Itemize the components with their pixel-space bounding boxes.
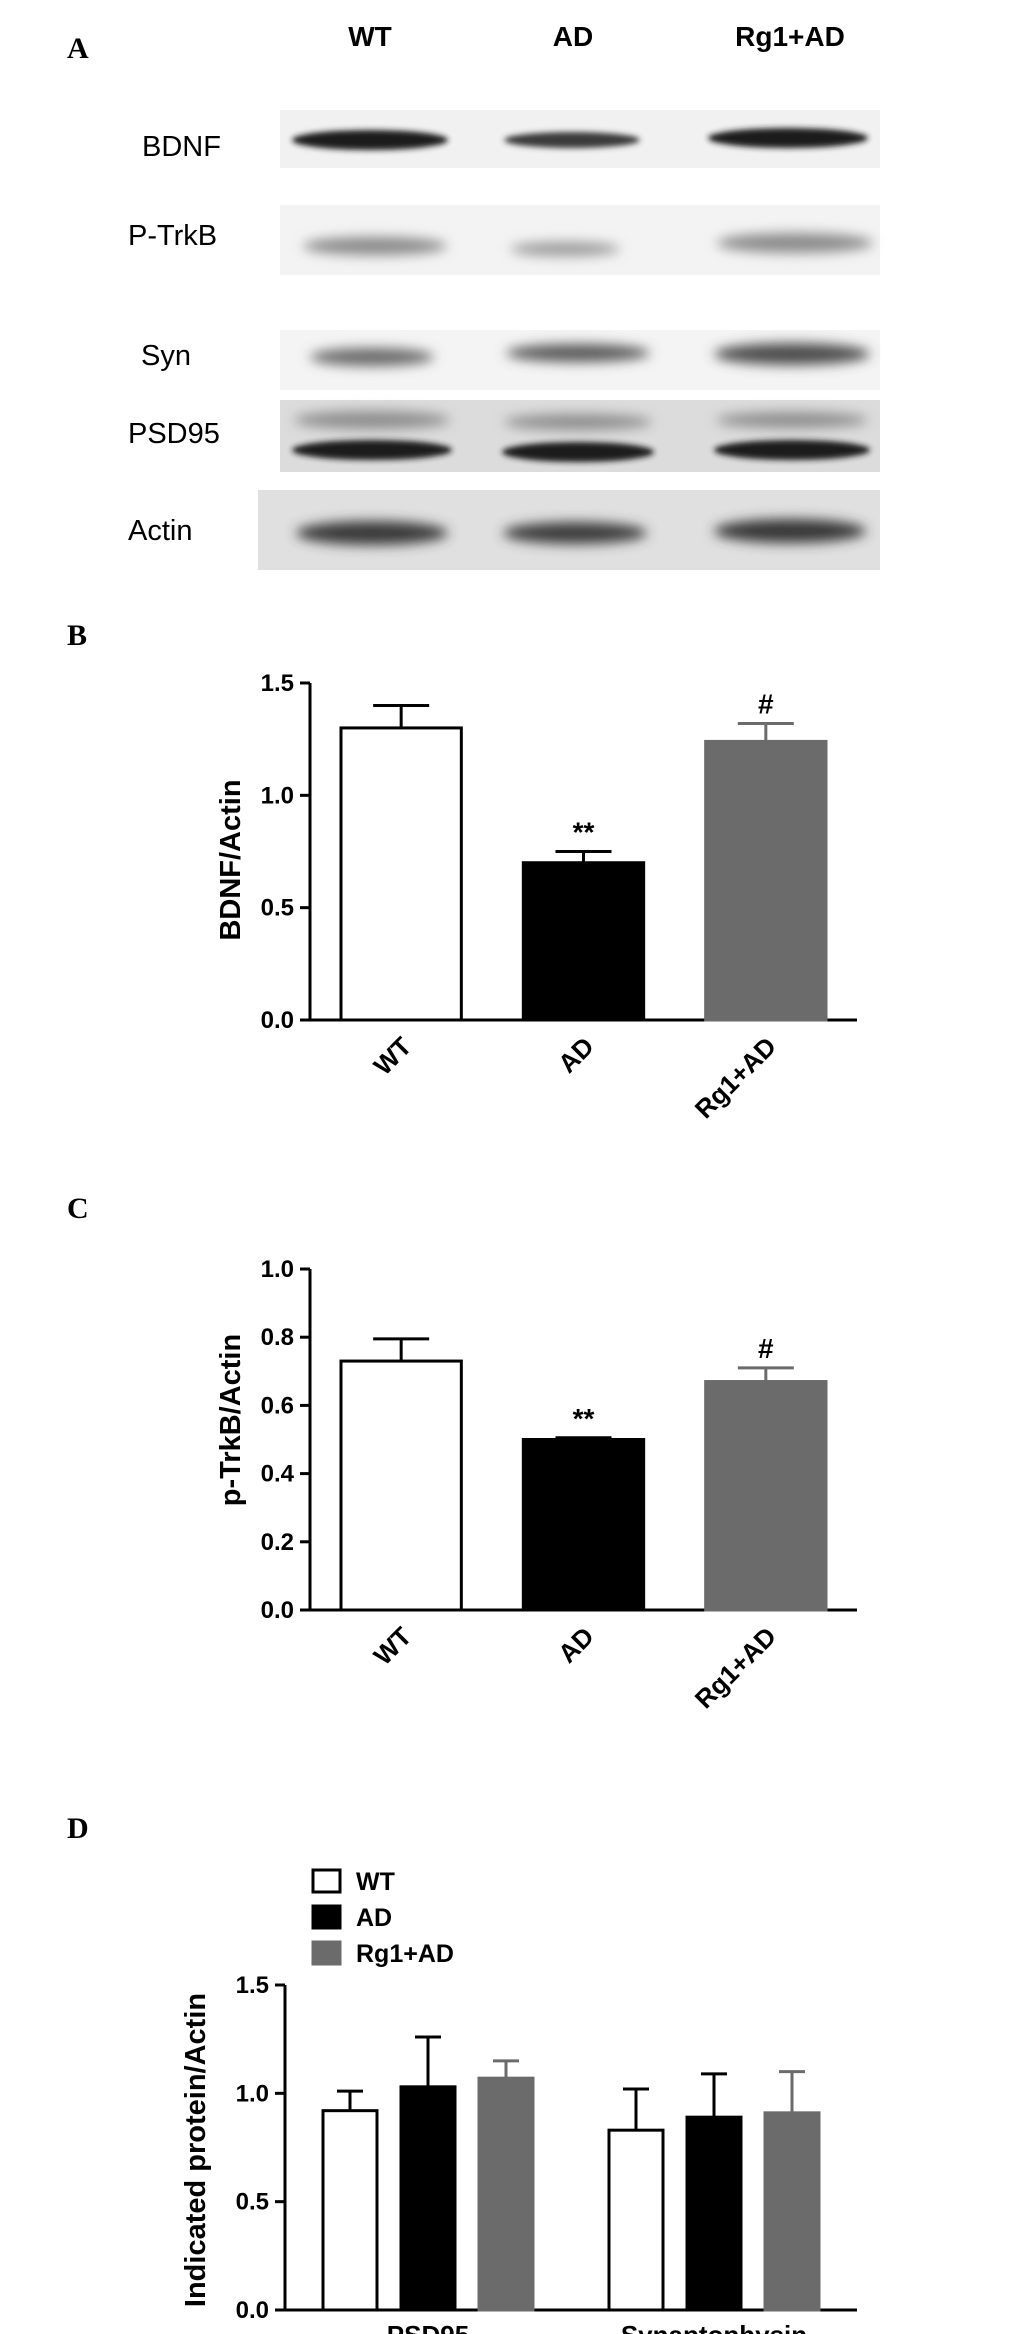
x-tick-label-psd95: PSD95 <box>387 2320 469 2334</box>
bar-rg1ad <box>704 1380 828 1612</box>
band-ptrkb-wt <box>303 237 447 255</box>
band-actin-wt <box>296 521 448 545</box>
blot-column-ad: AD <box>553 21 593 52</box>
bar-synaptophysin-wt <box>607 2128 665 2312</box>
legend-label-wt: WT <box>356 1868 395 1896</box>
y-tick-label: 1.5 <box>261 670 294 697</box>
blot-column-rg1ad: Rg1+AD <box>735 21 845 52</box>
y-tick-label: 0.4 <box>261 1461 295 1488</box>
blot-row-ptrkb: P-TrkB <box>128 220 217 252</box>
chart-bdnf-actin: BDNF/Actin 0.0 0.5 1.0 1.5 WT ** AD # Rg1+AD <box>215 670 857 1124</box>
blot-row-bdnf: BDNF <box>142 131 221 163</box>
y-tick-label: 0.0 <box>236 2297 269 2324</box>
bar-synaptophysin-ad <box>685 2115 743 2312</box>
bar-psd95-rg1ad <box>477 2076 535 2312</box>
x-tick-label-wt: WT <box>368 1031 418 1081</box>
x-tick-label-ad: AD <box>552 1031 600 1079</box>
bar-synaptophysin-rg1ad <box>763 2111 821 2312</box>
y-tick-label: 0.2 <box>261 1529 294 1556</box>
chart-indicated-protein: Indicated protein/Actin WT AD Rg1+AD 0.0… <box>180 1868 857 2334</box>
bar-ad <box>521 861 646 1022</box>
bar-wt <box>339 726 463 1022</box>
x-tick-label-ad: AD <box>552 1621 600 1669</box>
bar-psd95-ad <box>399 2085 457 2312</box>
y-tick-label: 0.5 <box>236 2189 269 2216</box>
y-tick-label: 1.0 <box>261 1256 294 1283</box>
blot-row-actin: Actin <box>128 515 192 547</box>
legend-swatch-wt <box>311 1868 342 1894</box>
legend-swatch-rg1ad <box>311 1940 342 1966</box>
band-ptrkb-ad <box>510 242 620 256</box>
x-tick-label-wt: WT <box>368 1621 418 1671</box>
significance-rg1ad: # <box>758 1333 774 1364</box>
x-tick-label-synaptophysin: Synaptophysin <box>621 2320 807 2334</box>
significance-ad: ** <box>573 817 595 848</box>
bar-rg1ad <box>704 739 828 1022</box>
band-bdnf-ad <box>504 132 640 148</box>
panel-label-b: B <box>67 619 87 652</box>
band-bdnf-rg1ad <box>708 128 868 148</box>
panel-label-c: C <box>67 1192 89 1225</box>
panel-label-d: D <box>67 1812 89 1845</box>
y-tick-label: 0.5 <box>261 895 294 922</box>
legend-swatch-ad <box>311 1904 342 1930</box>
y-axis-label-ptrkb: p-TrkB/Actin <box>215 1334 247 1506</box>
y-axis-label-indicated: Indicated protein/Actin <box>180 1993 212 2307</box>
band-ptrkb-rg1ad <box>717 233 873 253</box>
band-syn-ad <box>506 344 650 362</box>
y-tick-label: 0.0 <box>261 1007 294 1034</box>
legend-label-rg1ad: Rg1+AD <box>356 1940 454 1968</box>
band-actin-ad <box>503 522 647 544</box>
significance-rg1ad: # <box>758 688 774 719</box>
y-tick-label: 0.8 <box>261 1324 294 1351</box>
legend-label-ad: AD <box>356 1904 392 1932</box>
blot-row-syn: Syn <box>141 340 191 372</box>
band-actin-rg1ad <box>714 519 866 543</box>
x-tick-label-rg1ad: Rg1+AD <box>689 1031 782 1124</box>
bar-wt <box>339 1359 463 1612</box>
x-tick-label-rg1ad: Rg1+AD <box>689 1621 782 1714</box>
band-psd95-upper-ad <box>504 414 652 430</box>
blot-row-psd95: PSD95 <box>128 418 220 450</box>
chart-ptrkb-actin: p-TrkB/Actin 0.0 0.2 0.4 0.6 0.8 1.0 WT ** AD # Rg… <box>215 1256 857 1714</box>
band-psd95-upper-rg1ad <box>716 412 868 428</box>
blot-column-wt: WT <box>348 21 392 52</box>
band-psd95-upper-wt <box>294 411 450 429</box>
band-psd95-ad <box>502 442 654 462</box>
y-axis-label-bdnf: BDNF/Actin <box>215 779 247 940</box>
y-tick-label: 1.0 <box>261 782 294 809</box>
bar-ad <box>521 1438 646 1612</box>
y-tick-label: 1.0 <box>236 2080 269 2107</box>
bar-psd95-wt <box>321 2109 379 2312</box>
y-tick-label: 1.5 <box>236 1972 269 1999</box>
significance-ad: ** <box>573 1403 595 1434</box>
y-tick-label: 0.0 <box>261 1597 294 1624</box>
western-blot: WT AD Rg1+AD BDNF P-TrkB Syn PSD95 Actin <box>128 21 880 570</box>
band-psd95-wt <box>292 440 452 460</box>
band-syn-rg1ad <box>714 343 870 365</box>
y-tick-label: 0.6 <box>261 1392 294 1419</box>
panel-label-a: A <box>67 32 89 65</box>
band-psd95-rg1ad <box>714 440 870 460</box>
band-bdnf-wt <box>292 130 448 150</box>
band-syn-wt <box>310 348 434 366</box>
